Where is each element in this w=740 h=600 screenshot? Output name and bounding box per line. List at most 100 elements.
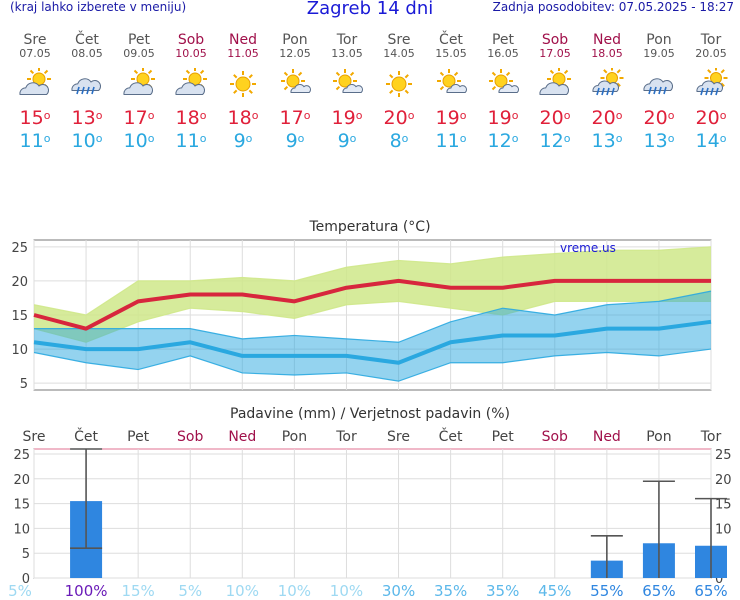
precip-probability: 30%	[382, 582, 415, 600]
day-name: Pon	[282, 32, 308, 48]
y-tick-label-right: 0	[715, 572, 723, 587]
day-column: Tor 20.05 20o 14o	[685, 33, 737, 153]
precip-probability: 10%	[278, 582, 311, 600]
y-tick-label: 25	[11, 241, 28, 256]
day-name: Tor	[336, 32, 358, 48]
day-label: Čet	[439, 427, 463, 445]
y-tick-label: 15	[13, 498, 30, 513]
temp-min: 14o	[695, 130, 727, 152]
day-name: Pon	[646, 32, 672, 48]
sun-small-cloud-icon	[489, 69, 520, 93]
temp-max: 18o	[175, 107, 207, 129]
temp-max: 18o	[227, 107, 259, 129]
day-name: Sob	[177, 32, 205, 48]
precip-probability: 65%	[694, 582, 727, 600]
max-temp-band-edge	[33, 246, 712, 316]
day-label: Ned	[593, 429, 621, 445]
day-date: 13.05	[331, 47, 363, 60]
day-date: 17.05	[539, 47, 571, 60]
watermark: vreme.us	[560, 241, 616, 255]
day-name: Pet	[491, 32, 515, 48]
day-date: 11.05	[227, 47, 259, 60]
precip-probability: 45%	[538, 582, 571, 600]
day-name: Čet	[439, 32, 463, 48]
day-label: Pon	[646, 429, 671, 445]
day-name: Pet	[127, 32, 151, 48]
day-date: 07.05	[19, 47, 51, 60]
y-tick-label-right: 15	[715, 498, 732, 513]
precip-probability: 100%	[65, 582, 108, 600]
temp-min: 13o	[643, 130, 675, 152]
temp-min: 10o	[71, 130, 103, 152]
day-label: Pet	[127, 429, 150, 445]
last-updated: Zadnja posodobitev: 07.05.2025 - 18:27	[492, 0, 734, 14]
y-tick-label: 20	[13, 473, 30, 488]
precip-probability: 35%	[434, 582, 467, 600]
day-date: 15.05	[435, 47, 467, 60]
temp-min: 9o	[233, 130, 253, 152]
day-date: 09.05	[123, 47, 155, 60]
sun-small-cloud-icon	[437, 69, 468, 93]
rain-cloud-icon	[71, 78, 101, 95]
day-column: Pon 19.05 20o 13o	[633, 33, 685, 153]
temp-min: 10o	[123, 130, 155, 152]
y-tick-label: 10	[11, 343, 28, 358]
sun-small-cloud-icon	[333, 69, 364, 93]
day-label: Sre	[387, 429, 410, 445]
day-date: 19.05	[643, 47, 675, 60]
y-tick-label-right: 25	[715, 448, 732, 463]
sun-rain-icon	[696, 68, 728, 96]
y-tick-label-right: 10	[715, 522, 732, 537]
day-name: Sob	[541, 32, 569, 48]
location-hint[interactable]: (kraj lahko izberete v meniju)	[10, 0, 187, 14]
temp-min: 12o	[487, 130, 519, 152]
temp-min: 9o	[285, 130, 305, 152]
max-temp-band-edge	[33, 300, 711, 343]
min-temp-band-edge	[34, 290, 712, 343]
temp-max: 20o	[383, 107, 415, 129]
partly-cloudy-icon	[539, 68, 571, 95]
temp-max: 20o	[643, 107, 675, 129]
day-column: Pon 12.05 17o 9o	[269, 33, 321, 153]
day-date: 12.05	[279, 47, 311, 60]
day-name: Tor	[700, 32, 722, 48]
day-column: Čet 08.05 13o 10o	[61, 33, 113, 153]
day-label: Sob	[177, 429, 203, 445]
day-column: Sob 17.05 20o 12o	[529, 33, 581, 153]
day-label: Ned	[228, 429, 256, 445]
day-label: Pon	[282, 429, 307, 445]
day-date: 20.05	[695, 47, 727, 60]
day-date: 16.05	[487, 47, 519, 60]
day-column: Sre 14.05 20o 8o	[373, 33, 425, 153]
precip-probability: 55%	[590, 582, 623, 600]
temp-min: 11o	[19, 130, 51, 152]
precip-probability: 65%	[642, 582, 675, 600]
sun-icon	[230, 71, 256, 97]
y-tick-label: 5	[20, 377, 28, 392]
day-date: 18.05	[591, 47, 623, 60]
precipitation-chart-title: Padavine (mm) / Verjetnost padavin (%)	[230, 406, 510, 422]
sun-icon	[386, 71, 412, 97]
temp-min: 13o	[591, 130, 623, 152]
day-column: Sre 07.05 15o 11o	[9, 33, 61, 153]
y-tick-label-right: 20	[715, 473, 732, 488]
y-tick-label: 20	[11, 275, 28, 290]
temp-max: 20o	[695, 107, 727, 129]
max-temp-line	[33, 278, 711, 331]
precip-probability: 5%	[178, 582, 202, 600]
y-tick-label: 0	[22, 572, 30, 587]
temp-min: 8o	[389, 130, 409, 152]
day-column: Sob 10.05 18o 11o	[165, 33, 217, 153]
day-label: Sob	[542, 429, 568, 445]
day-column: Čet 15.05 19o 11o	[425, 33, 477, 153]
day-name: Ned	[593, 32, 621, 48]
sun-small-cloud-icon	[281, 69, 312, 93]
day-name: Čet	[75, 32, 99, 48]
y-tick-label: 10	[13, 522, 30, 537]
temp-max: 15o	[19, 107, 51, 129]
day-label: Tor	[700, 429, 722, 445]
temp-min: 9o	[337, 130, 357, 152]
temp-max: 17o	[123, 107, 155, 129]
y-tick-label: 25	[13, 448, 30, 463]
temp-max: 19o	[331, 107, 363, 129]
